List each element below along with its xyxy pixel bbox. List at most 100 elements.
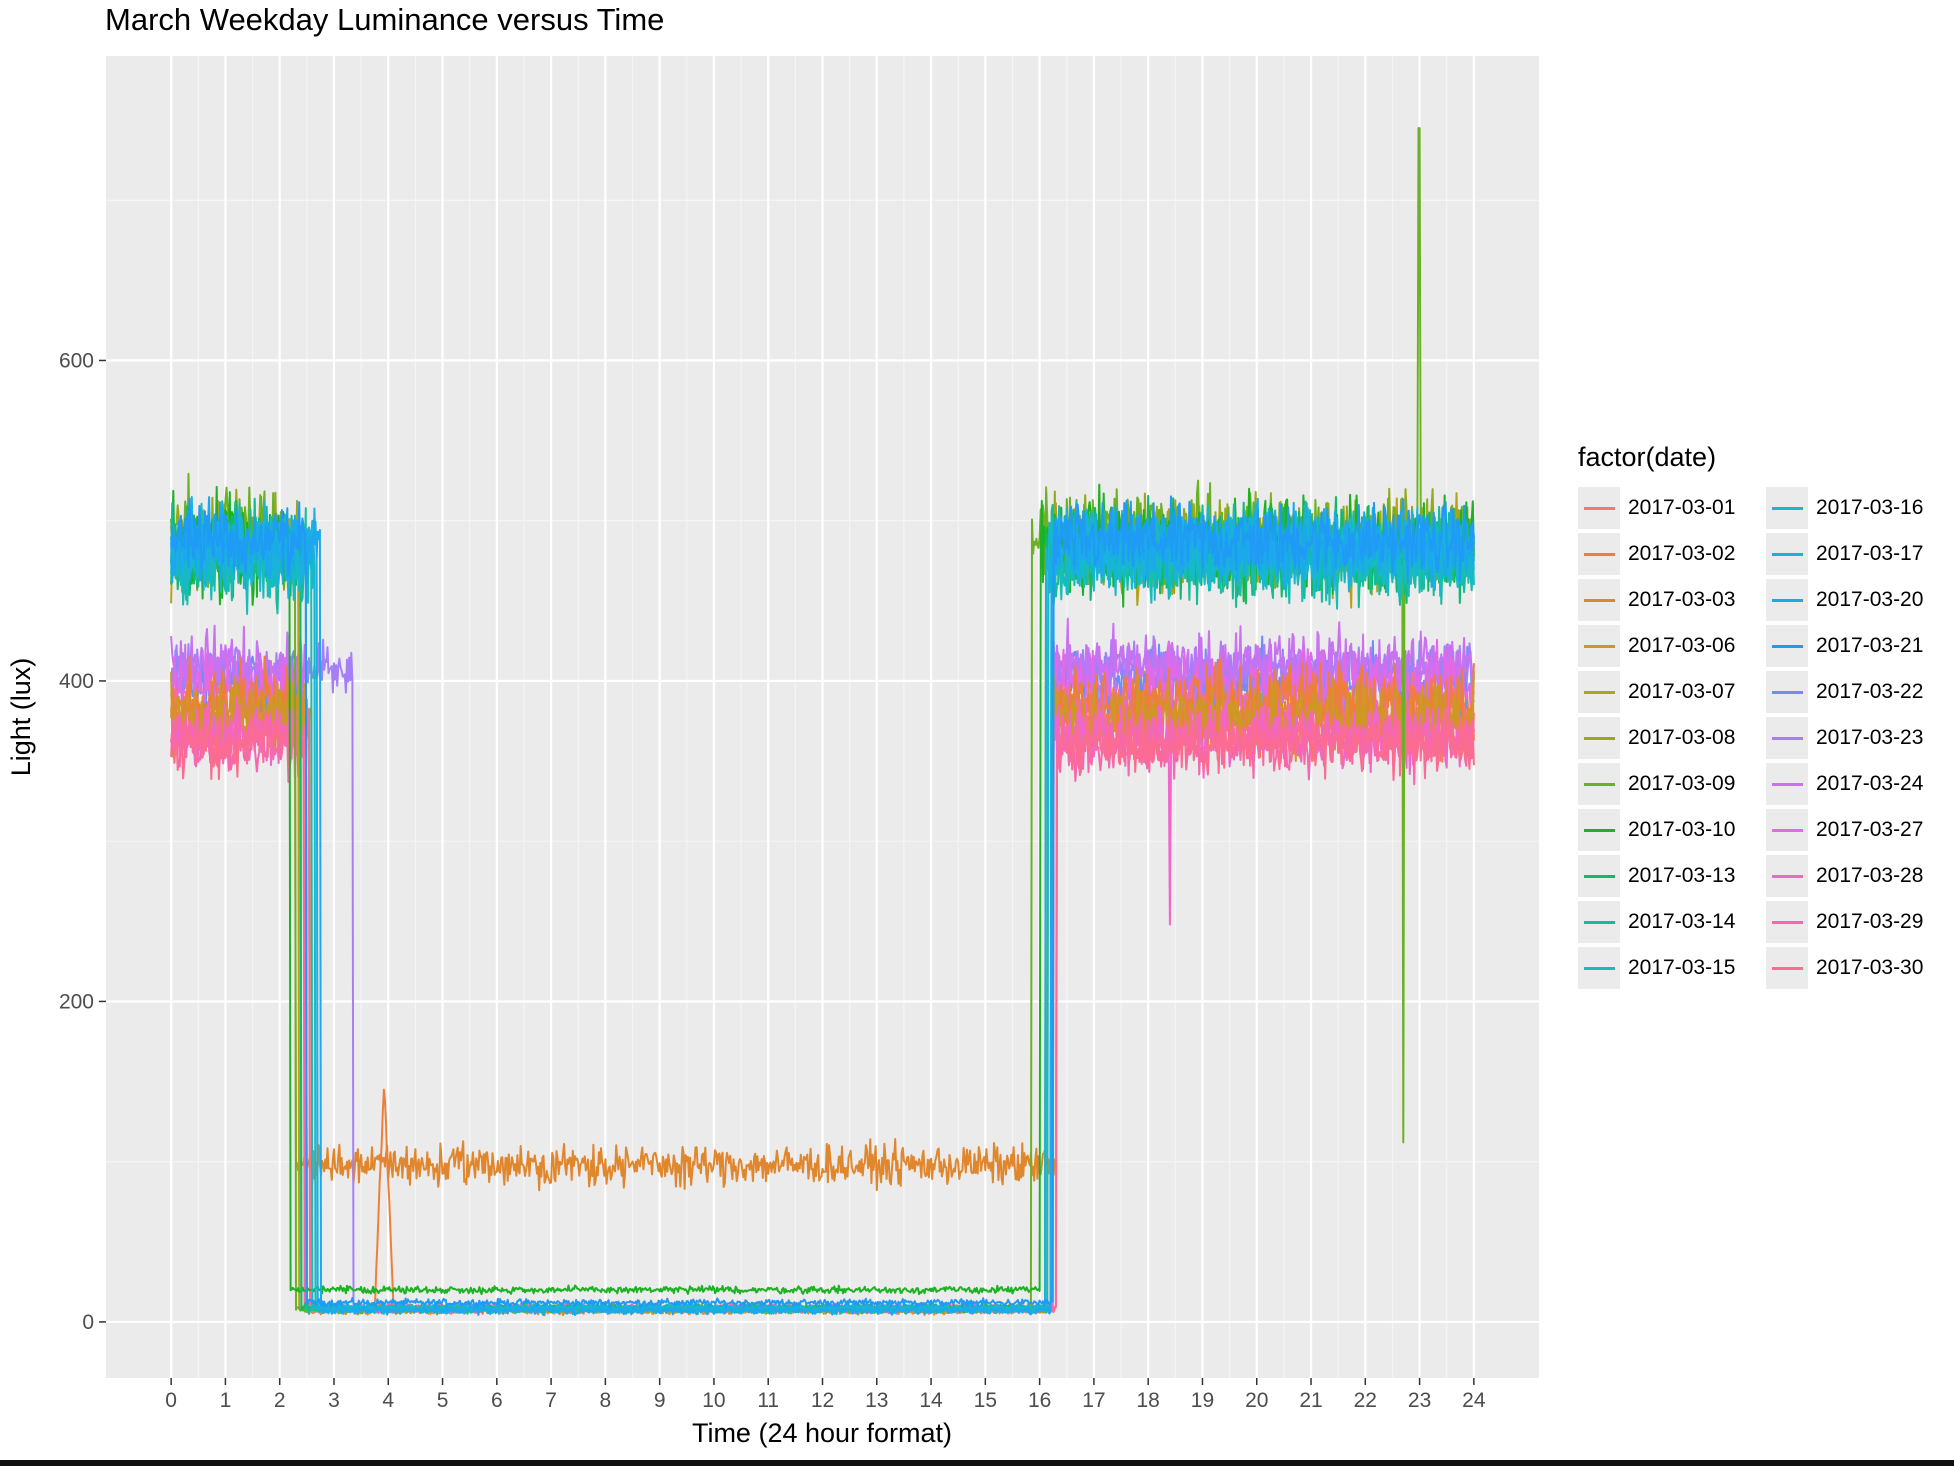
legend-key xyxy=(1766,717,1808,759)
legend-item: 2017-03-28 xyxy=(1766,853,1944,899)
y-axis: 0 200 400 600 xyxy=(59,349,106,1334)
legend-item: 2017-03-27 xyxy=(1766,807,1944,853)
legend-label: 2017-03-29 xyxy=(1816,910,1924,933)
legend-swatch xyxy=(1583,828,1615,832)
legend-swatch xyxy=(1771,874,1803,878)
legend-item: 2017-03-22 xyxy=(1766,669,1944,715)
legend-swatch xyxy=(1771,966,1803,970)
legend-key xyxy=(1578,625,1620,667)
legend-item: 2017-03-09 xyxy=(1578,761,1756,807)
x-tick-label: 17 xyxy=(1082,1389,1105,1412)
legend-key xyxy=(1766,533,1808,575)
legend-item: 2017-03-07 xyxy=(1578,669,1756,715)
legend-swatch xyxy=(1771,920,1803,924)
legend-key xyxy=(1578,533,1620,575)
legend-swatch xyxy=(1771,736,1803,740)
x-tick-label: 7 xyxy=(545,1389,557,1412)
legend-label: 2017-03-15 xyxy=(1628,956,1736,979)
legend-label: 2017-03-16 xyxy=(1816,496,1924,519)
x-tick-label: 12 xyxy=(811,1389,834,1412)
legend-item: 2017-03-03 xyxy=(1578,577,1756,623)
legend-label: 2017-03-13 xyxy=(1628,864,1736,887)
legend-swatch xyxy=(1583,782,1615,786)
legend-label: 2017-03-27 xyxy=(1816,818,1924,841)
legend-key xyxy=(1578,855,1620,897)
legend-swatch xyxy=(1771,828,1803,832)
x-tick-label: 6 xyxy=(491,1389,503,1412)
x-tick-label: 2 xyxy=(274,1389,286,1412)
legend-item: 2017-03-02 xyxy=(1578,531,1756,577)
legend-label: 2017-03-02 xyxy=(1628,542,1736,565)
legend-swatch xyxy=(1583,736,1615,740)
legend-item: 2017-03-29 xyxy=(1766,899,1944,945)
legend-item: 2017-03-10 xyxy=(1578,807,1756,853)
x-tick-label: 18 xyxy=(1137,1389,1160,1412)
legend-swatch xyxy=(1583,552,1615,556)
legend-label: 2017-03-01 xyxy=(1628,496,1736,519)
legend-item: 2017-03-17 xyxy=(1766,531,1944,577)
x-tick-label: 14 xyxy=(919,1389,943,1412)
legend-item: 2017-03-30 xyxy=(1766,945,1944,991)
legend-swatch xyxy=(1583,644,1615,648)
x-tick-label: 0 xyxy=(165,1389,177,1412)
legend-key xyxy=(1766,671,1808,713)
legend-swatch xyxy=(1583,690,1615,694)
y-axis-label: Light (lux) xyxy=(6,658,36,777)
legend-key xyxy=(1578,763,1620,805)
x-tick-label: 4 xyxy=(382,1389,394,1412)
legend-label: 2017-03-07 xyxy=(1628,680,1736,703)
legend-swatch xyxy=(1583,506,1615,510)
legend-label: 2017-03-10 xyxy=(1628,818,1736,841)
legend-key xyxy=(1766,855,1808,897)
legend-item: 2017-03-15 xyxy=(1578,945,1756,991)
legend-key xyxy=(1578,487,1620,529)
legend-key xyxy=(1766,901,1808,943)
legend-key xyxy=(1578,901,1620,943)
x-tick-label: 8 xyxy=(600,1389,612,1412)
legend-item: 2017-03-08 xyxy=(1578,715,1756,761)
legend-key xyxy=(1766,579,1808,621)
legend-swatch xyxy=(1771,598,1803,602)
legend-label: 2017-03-06 xyxy=(1628,634,1736,657)
legend-label: 2017-03-28 xyxy=(1816,864,1924,887)
y-tick-label: 200 xyxy=(59,990,94,1013)
x-tick-label: 11 xyxy=(757,1389,779,1412)
legend-key xyxy=(1578,717,1620,759)
y-tick-label: 600 xyxy=(59,349,94,372)
legend-item: 2017-03-14 xyxy=(1578,899,1756,945)
window-bottom-edge xyxy=(0,1460,1954,1466)
chart-title: March Weekday Luminance versus Time xyxy=(105,2,665,37)
x-tick-label: 5 xyxy=(437,1389,449,1412)
legend-item: 2017-03-16 xyxy=(1766,485,1944,531)
x-tick-label: 15 xyxy=(974,1389,997,1412)
legend-item: 2017-03-20 xyxy=(1766,577,1944,623)
x-tick-label: 21 xyxy=(1299,1389,1322,1412)
x-tick-label: 16 xyxy=(1028,1389,1051,1412)
y-tick-label: 400 xyxy=(59,670,94,693)
legend-swatch xyxy=(1771,782,1803,786)
series-layer xyxy=(170,127,1475,1317)
legend-label: 2017-03-23 xyxy=(1816,726,1924,749)
legend-key xyxy=(1766,947,1808,989)
legend-item: 2017-03-06 xyxy=(1578,623,1756,669)
legend-key xyxy=(1766,809,1808,851)
legend-swatch xyxy=(1583,966,1615,970)
legend-label: 2017-03-17 xyxy=(1816,542,1924,565)
legend-item: 2017-03-24 xyxy=(1766,761,1944,807)
x-tick-label: 3 xyxy=(328,1389,340,1412)
legend-key xyxy=(1578,671,1620,713)
legend-key xyxy=(1766,763,1808,805)
legend-label: 2017-03-30 xyxy=(1816,956,1924,979)
x-axis: 0 1 2 3 4 5 6 7 8 9 10 11 12 13 14 15 16 17 18 19 20 21 22 23 24 xyxy=(165,1378,1486,1412)
legend-item: 2017-03-01 xyxy=(1578,485,1756,531)
legend-key xyxy=(1766,625,1808,667)
legend-swatch xyxy=(1771,644,1803,648)
legend-label: 2017-03-22 xyxy=(1816,680,1924,703)
legend-swatch xyxy=(1583,874,1615,878)
legend-key xyxy=(1578,579,1620,621)
x-tick-label: 9 xyxy=(654,1389,666,1412)
x-axis-label: Time (24 hour format) xyxy=(692,1418,952,1448)
legend-swatch xyxy=(1583,920,1615,924)
x-tick-label: 13 xyxy=(865,1389,888,1412)
